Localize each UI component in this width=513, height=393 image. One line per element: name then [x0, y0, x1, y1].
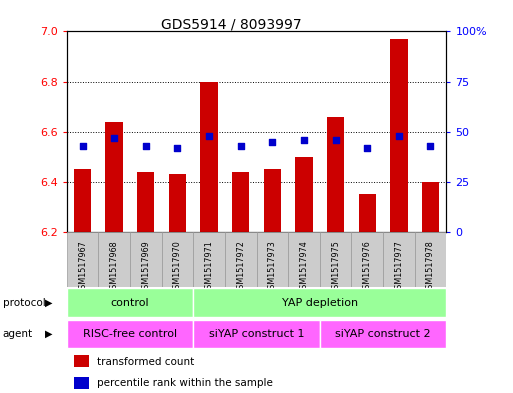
Bar — [225, 232, 256, 287]
Text: GSM1517974: GSM1517974 — [300, 240, 308, 294]
Bar — [193, 232, 225, 287]
Text: ▶: ▶ — [45, 298, 53, 308]
Bar — [106, 122, 123, 232]
Bar — [74, 355, 89, 367]
Point — [236, 143, 245, 149]
Bar — [232, 172, 249, 232]
Bar — [67, 288, 193, 317]
Bar — [137, 172, 154, 232]
Text: GSM1517976: GSM1517976 — [363, 240, 372, 294]
Bar — [351, 232, 383, 287]
Bar — [422, 182, 439, 232]
Text: GSM1517967: GSM1517967 — [78, 240, 87, 294]
Point — [205, 132, 213, 139]
Bar — [67, 232, 98, 287]
Point — [173, 145, 182, 151]
Text: RISC-free control: RISC-free control — [83, 329, 177, 339]
Text: percentile rank within the sample: percentile rank within the sample — [97, 378, 273, 389]
Text: agent: agent — [3, 329, 33, 339]
Text: GSM1517972: GSM1517972 — [236, 240, 245, 294]
Text: siYAP construct 1: siYAP construct 1 — [209, 329, 304, 339]
Text: GSM1517978: GSM1517978 — [426, 240, 435, 294]
Bar — [74, 169, 91, 232]
Text: GSM1517970: GSM1517970 — [173, 240, 182, 294]
Bar — [98, 232, 130, 287]
Bar — [256, 232, 288, 287]
Point — [300, 136, 308, 143]
Point — [142, 143, 150, 149]
Text: transformed count: transformed count — [97, 357, 194, 367]
Bar — [320, 232, 351, 287]
Text: GSM1517969: GSM1517969 — [141, 240, 150, 294]
Bar — [359, 194, 376, 232]
Bar — [162, 232, 193, 287]
Bar — [288, 232, 320, 287]
Bar — [169, 174, 186, 232]
Text: GSM1517975: GSM1517975 — [331, 240, 340, 294]
Bar — [390, 39, 407, 232]
Point — [268, 139, 277, 145]
Point — [331, 136, 340, 143]
Bar — [193, 288, 446, 317]
Text: protocol: protocol — [3, 298, 45, 308]
Text: ▶: ▶ — [45, 329, 53, 339]
Text: siYAP construct 2: siYAP construct 2 — [335, 329, 431, 339]
Text: GDS5914 / 8093997: GDS5914 / 8093997 — [161, 18, 301, 32]
Point — [363, 145, 371, 151]
Text: GSM1517971: GSM1517971 — [205, 240, 213, 294]
Text: control: control — [111, 298, 149, 308]
Bar — [67, 320, 193, 348]
Bar — [415, 232, 446, 287]
Bar — [201, 82, 218, 232]
Bar — [74, 376, 89, 389]
Text: GSM1517977: GSM1517977 — [394, 240, 403, 294]
Point — [110, 134, 118, 141]
Point — [78, 143, 87, 149]
Point — [426, 143, 435, 149]
Text: YAP depletion: YAP depletion — [282, 298, 358, 308]
Text: GSM1517968: GSM1517968 — [110, 240, 119, 294]
Bar — [130, 232, 162, 287]
Bar — [383, 232, 415, 287]
Bar — [295, 157, 312, 232]
Bar — [327, 117, 344, 232]
Point — [394, 132, 403, 139]
Bar — [264, 169, 281, 232]
Text: GSM1517973: GSM1517973 — [268, 240, 277, 294]
Bar — [193, 320, 320, 348]
Bar — [320, 320, 446, 348]
